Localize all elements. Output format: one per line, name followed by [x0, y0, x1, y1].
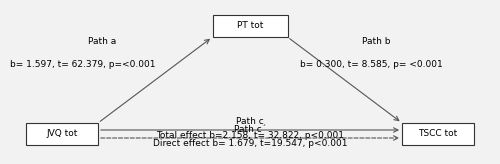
Text: Direct effect b= 1.679, t=19.547, p<0.001: Direct effect b= 1.679, t=19.547, p<0.00… [153, 139, 347, 148]
Text: Path b: Path b [362, 37, 390, 46]
Text: b= 1.597, t= 62.379, p=<0.001: b= 1.597, t= 62.379, p=<0.001 [10, 60, 156, 69]
FancyBboxPatch shape [212, 15, 288, 37]
Text: Path c´: Path c´ [234, 125, 266, 134]
Text: Path c: Path c [236, 117, 264, 126]
Text: Path a: Path a [88, 37, 116, 46]
Text: TSCC tot: TSCC tot [418, 130, 458, 139]
Text: JVQ tot: JVQ tot [46, 130, 78, 139]
Text: Total effect b=2.158, t= 32.822, p<0.001: Total effect b=2.158, t= 32.822, p<0.001 [156, 131, 344, 140]
Text: b= 0.300, t= 8.585, p= <0.001: b= 0.300, t= 8.585, p= <0.001 [300, 60, 443, 69]
FancyBboxPatch shape [402, 123, 474, 145]
Text: PT tot: PT tot [237, 21, 263, 31]
FancyBboxPatch shape [26, 123, 98, 145]
